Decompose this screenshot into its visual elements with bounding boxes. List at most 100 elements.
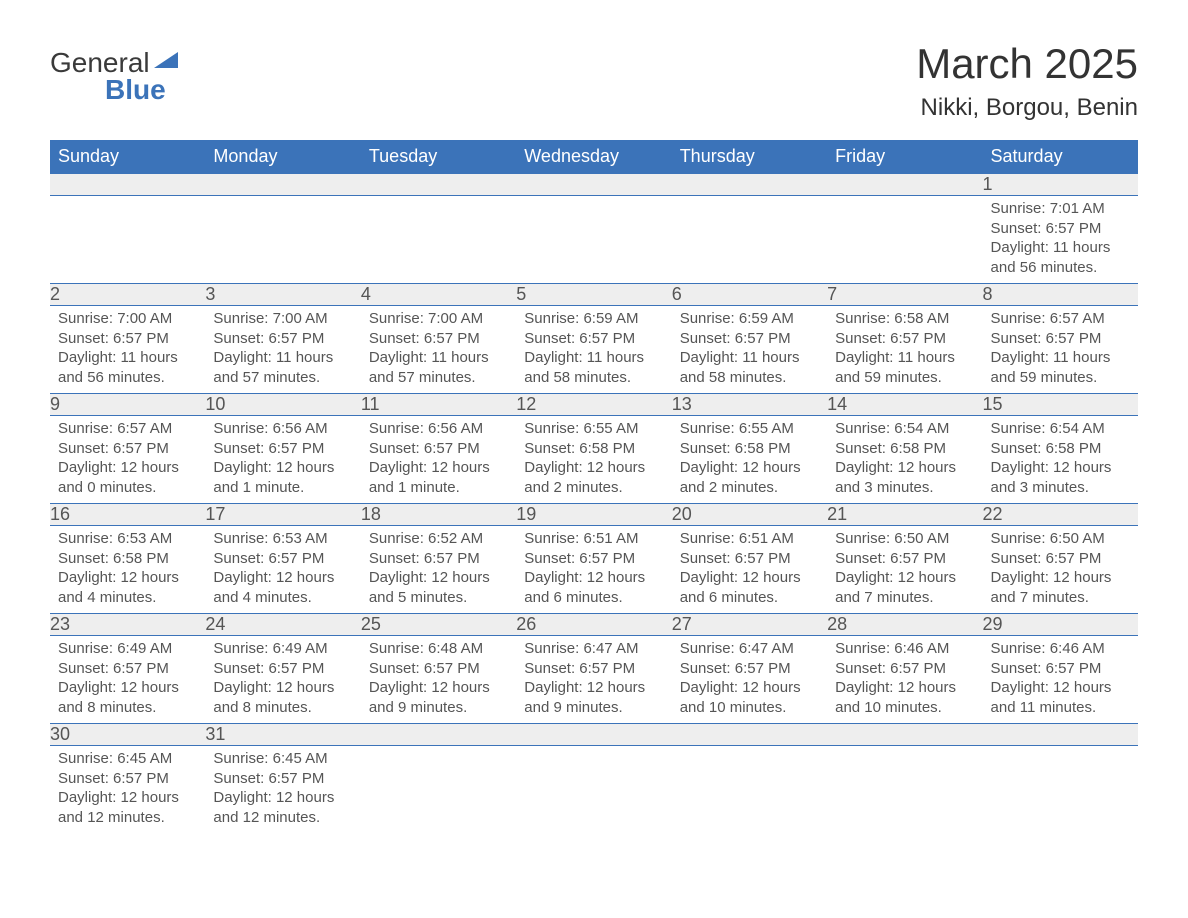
day-data-cell xyxy=(827,746,982,834)
month-title: March 2025 xyxy=(916,40,1138,88)
sunrise-line: Sunrise: 7:00 AM xyxy=(58,309,197,329)
day-number-cell: 6 xyxy=(672,284,827,306)
header: General Blue March 2025 Nikki, Borgou, B… xyxy=(50,40,1138,122)
day-data-cell: Sunrise: 6:53 AMSunset: 6:58 PMDaylight:… xyxy=(50,526,205,614)
day-number: 31 xyxy=(205,724,225,744)
day-data-cell: Sunrise: 6:45 AMSunset: 6:57 PMDaylight:… xyxy=(50,746,205,834)
day-number-cell: 5 xyxy=(516,284,671,306)
daylight-line: Daylight: 12 hours and 3 minutes. xyxy=(991,458,1130,497)
sunset-line: Sunset: 6:57 PM xyxy=(213,549,352,569)
day-data-cell: Sunrise: 6:52 AMSunset: 6:57 PMDaylight:… xyxy=(361,526,516,614)
calendar-body: 1Sunrise: 7:01 AMSunset: 6:57 PMDaylight… xyxy=(50,174,1138,834)
day-number-cell: 13 xyxy=(672,394,827,416)
sunrise-line: Sunrise: 6:45 AM xyxy=(213,749,352,769)
day-number: 30 xyxy=(50,724,70,744)
day-number-cell: 9 xyxy=(50,394,205,416)
day-data-cell: Sunrise: 7:00 AMSunset: 6:57 PMDaylight:… xyxy=(50,306,205,394)
daynum-row: 23242526272829 xyxy=(50,614,1138,636)
day-number-cell xyxy=(672,724,827,746)
day-number: 19 xyxy=(516,504,536,524)
day-number-cell xyxy=(672,174,827,196)
day-number: 11 xyxy=(361,394,380,414)
day-number-cell: 2 xyxy=(50,284,205,306)
daylight-line: Daylight: 12 hours and 12 minutes. xyxy=(213,788,352,827)
day-number-cell xyxy=(361,174,516,196)
sunrise-line: Sunrise: 6:50 AM xyxy=(835,529,974,549)
daylight-line: Daylight: 12 hours and 10 minutes. xyxy=(680,678,819,717)
sunrise-line: Sunrise: 6:47 AM xyxy=(680,639,819,659)
sunset-line: Sunset: 6:57 PM xyxy=(991,329,1130,349)
day-number-cell: 20 xyxy=(672,504,827,526)
daylight-line: Daylight: 11 hours and 59 minutes. xyxy=(991,348,1130,387)
daydata-row: Sunrise: 6:45 AMSunset: 6:57 PMDaylight:… xyxy=(50,746,1138,834)
day-data-cell xyxy=(205,196,360,284)
day-number: 1 xyxy=(983,174,993,194)
day-data-cell: Sunrise: 6:49 AMSunset: 6:57 PMDaylight:… xyxy=(205,636,360,724)
sunset-line: Sunset: 6:57 PM xyxy=(835,659,974,679)
day-number: 7 xyxy=(827,284,837,304)
sunset-line: Sunset: 6:57 PM xyxy=(524,329,663,349)
daylight-line: Daylight: 12 hours and 12 minutes. xyxy=(58,788,197,827)
day-number: 9 xyxy=(50,394,60,414)
day-data-cell: Sunrise: 6:56 AMSunset: 6:57 PMDaylight:… xyxy=(205,416,360,504)
sunrise-line: Sunrise: 6:58 AM xyxy=(835,309,974,329)
sunset-line: Sunset: 6:57 PM xyxy=(680,329,819,349)
day-number-cell: 31 xyxy=(205,724,360,746)
sunset-line: Sunset: 6:57 PM xyxy=(213,329,352,349)
day-data-cell: Sunrise: 6:51 AMSunset: 6:57 PMDaylight:… xyxy=(672,526,827,614)
sunrise-line: Sunrise: 6:47 AM xyxy=(524,639,663,659)
sunrise-line: Sunrise: 6:49 AM xyxy=(213,639,352,659)
day-data-cell: Sunrise: 6:47 AMSunset: 6:57 PMDaylight:… xyxy=(672,636,827,724)
day-data-cell: Sunrise: 6:47 AMSunset: 6:57 PMDaylight:… xyxy=(516,636,671,724)
day-number: 6 xyxy=(672,284,682,304)
day-data-cell: Sunrise: 6:54 AMSunset: 6:58 PMDaylight:… xyxy=(983,416,1138,504)
sunrise-line: Sunrise: 6:54 AM xyxy=(991,419,1130,439)
day-number: 2 xyxy=(50,284,60,304)
weekday-header: Monday xyxy=(205,140,360,174)
sunset-line: Sunset: 6:57 PM xyxy=(213,439,352,459)
location: Nikki, Borgou, Benin xyxy=(916,94,1138,122)
sunset-line: Sunset: 6:57 PM xyxy=(213,769,352,789)
day-number-cell: 16 xyxy=(50,504,205,526)
day-number: 18 xyxy=(361,504,381,524)
day-number-cell: 10 xyxy=(205,394,360,416)
day-number-cell xyxy=(827,724,982,746)
weekday-header: Wednesday xyxy=(516,140,671,174)
day-data-cell: Sunrise: 6:46 AMSunset: 6:57 PMDaylight:… xyxy=(827,636,982,724)
weekday-header: Tuesday xyxy=(361,140,516,174)
day-number-cell: 8 xyxy=(983,284,1138,306)
daylight-line: Daylight: 12 hours and 3 minutes. xyxy=(835,458,974,497)
sunrise-line: Sunrise: 6:48 AM xyxy=(369,639,508,659)
weekday-header: Sunday xyxy=(50,140,205,174)
day-data-cell: Sunrise: 6:57 AMSunset: 6:57 PMDaylight:… xyxy=(50,416,205,504)
sunset-line: Sunset: 6:57 PM xyxy=(835,329,974,349)
day-data-cell: Sunrise: 6:45 AMSunset: 6:57 PMDaylight:… xyxy=(205,746,360,834)
day-data-cell: Sunrise: 6:50 AMSunset: 6:57 PMDaylight:… xyxy=(827,526,982,614)
sunset-line: Sunset: 6:57 PM xyxy=(680,659,819,679)
day-number-cell xyxy=(983,724,1138,746)
day-data-cell: Sunrise: 6:50 AMSunset: 6:57 PMDaylight:… xyxy=(983,526,1138,614)
sunset-line: Sunset: 6:57 PM xyxy=(58,329,197,349)
day-number-cell: 28 xyxy=(827,614,982,636)
day-number-cell: 4 xyxy=(361,284,516,306)
day-number: 23 xyxy=(50,614,70,634)
daynum-row: 2 3 456 7 8 xyxy=(50,284,1138,306)
daynum-row: 16171819202122 xyxy=(50,504,1138,526)
sunset-line: Sunset: 6:57 PM xyxy=(369,329,508,349)
sunrise-line: Sunrise: 6:52 AM xyxy=(369,529,508,549)
day-number-cell: 23 xyxy=(50,614,205,636)
day-number: 27 xyxy=(672,614,692,634)
day-data-cell: Sunrise: 6:46 AMSunset: 6:57 PMDaylight:… xyxy=(983,636,1138,724)
daylight-line: Daylight: 12 hours and 2 minutes. xyxy=(680,458,819,497)
weekday-header: Thursday xyxy=(672,140,827,174)
day-data-cell xyxy=(50,196,205,284)
sunset-line: Sunset: 6:57 PM xyxy=(680,549,819,569)
daylight-line: Daylight: 11 hours and 57 minutes. xyxy=(213,348,352,387)
daynum-row: 9101112131415 xyxy=(50,394,1138,416)
sunset-line: Sunset: 6:58 PM xyxy=(58,549,197,569)
sunrise-line: Sunrise: 6:57 AM xyxy=(991,309,1130,329)
daynum-row: 1 xyxy=(50,174,1138,196)
day-number: 3 xyxy=(205,284,215,304)
logo: General Blue xyxy=(50,50,180,103)
day-data-cell xyxy=(672,746,827,834)
